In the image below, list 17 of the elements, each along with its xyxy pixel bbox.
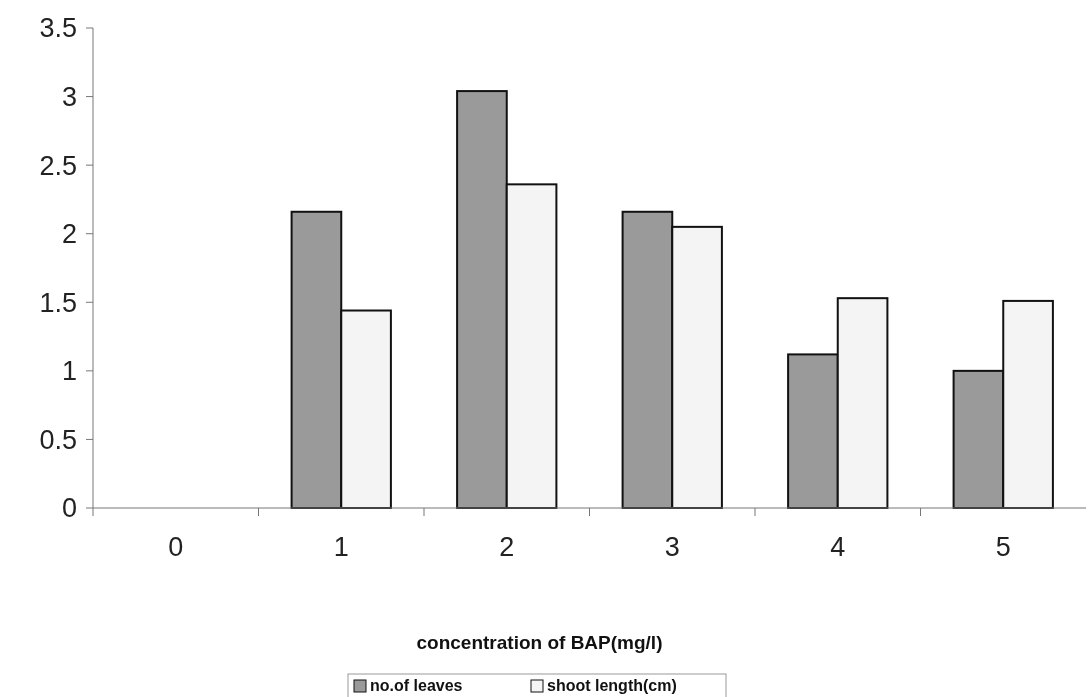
x-tick-label: 5	[995, 532, 1011, 562]
x-tick-label: 0	[168, 532, 184, 562]
x-axis-title: concentration of BAP(mg/l)	[416, 632, 663, 653]
y-tick-label: 1.5	[39, 287, 77, 318]
y-tick-label: 0	[61, 493, 77, 524]
x-tick-label: 2	[499, 532, 515, 562]
y-tick-label: 3.5	[39, 13, 77, 44]
x-tick-label: 4	[830, 532, 846, 562]
x-tick-label: 3	[664, 532, 680, 562]
legend-label: shoot length(cm)	[547, 677, 677, 694]
y-tick-label: 0.5	[39, 424, 77, 455]
y-tick-label: 2.5	[39, 150, 77, 181]
legend-label: no.of leaves	[370, 677, 463, 694]
y-tick-label: 3	[61, 82, 77, 113]
y-tick-label: 1	[61, 356, 77, 387]
x-tick-label: 1	[333, 532, 349, 562]
y-tick-label: 2	[61, 219, 77, 250]
